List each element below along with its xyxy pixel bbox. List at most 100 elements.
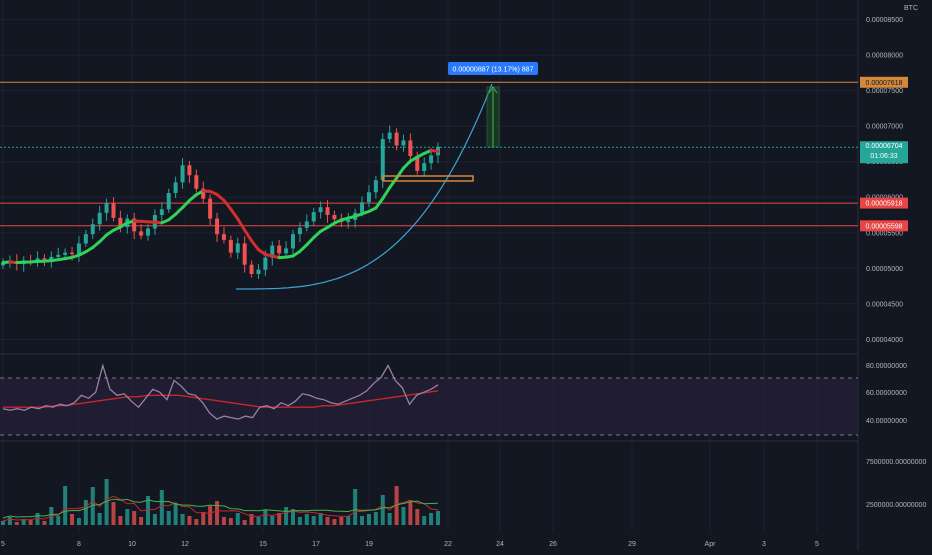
candle-body — [263, 258, 267, 270]
candle-body — [174, 182, 178, 193]
candle-body — [401, 140, 405, 145]
volume-bar — [339, 517, 343, 525]
time-label: 12 — [181, 541, 189, 548]
candle-body — [250, 265, 254, 274]
time-label: 26 — [549, 541, 557, 548]
volume-bar — [70, 514, 74, 525]
candle-body — [243, 243, 247, 264]
volume-bar — [353, 489, 357, 525]
price-label: 0.00007000 — [866, 124, 903, 131]
candle-body — [381, 139, 385, 180]
volume-bar — [153, 514, 157, 525]
ma-segment — [431, 150, 438, 151]
volume-bar — [118, 516, 122, 525]
volume-label-high: 7500000.00000000 — [866, 459, 926, 466]
price-label: 0.00007500 — [866, 88, 903, 95]
time-label: 24 — [496, 541, 504, 548]
volume-bar — [256, 517, 260, 525]
candle-body — [367, 192, 371, 202]
volume-bar — [415, 509, 419, 525]
volume-bar — [139, 517, 143, 525]
candle-body — [374, 180, 378, 192]
candle-body — [408, 140, 412, 156]
candle-body — [70, 253, 74, 254]
volume-bar — [360, 516, 364, 525]
volume-bar — [367, 514, 371, 525]
candle-body — [305, 221, 309, 227]
candle-body — [277, 246, 281, 254]
volume-label-low: 2500000.00000000 — [866, 502, 926, 509]
volume-bar — [77, 518, 81, 525]
volume-bar — [208, 506, 212, 525]
candle-body — [111, 203, 115, 218]
candle-body — [256, 270, 260, 274]
time-label: 5 — [1, 541, 5, 548]
candle-body — [298, 228, 302, 234]
volume-bar — [422, 516, 426, 525]
volume-bar — [132, 511, 136, 525]
volume-bar — [298, 517, 302, 525]
time-label: 3 — [762, 541, 766, 548]
volume-bar — [42, 521, 46, 525]
volume-bar — [15, 522, 19, 525]
candle-body — [229, 240, 233, 253]
volume-bar — [277, 513, 281, 525]
volume-bar — [111, 502, 115, 525]
volume-bar — [181, 514, 185, 525]
rsi-label-60: 60.00000000 — [866, 390, 907, 397]
volume-bar — [215, 501, 219, 525]
volume-bar — [270, 516, 274, 525]
price-label: 0.00005000 — [866, 266, 903, 273]
price-label: 0.00004500 — [866, 301, 903, 308]
countdown: 01:06:33 — [870, 153, 897, 160]
candle-body — [208, 199, 212, 219]
candle-body — [105, 203, 109, 213]
volume-bar — [312, 516, 316, 525]
candle-body — [139, 231, 143, 235]
candle-body — [160, 209, 164, 215]
volume-bar — [222, 517, 226, 525]
time-label: 22 — [444, 541, 452, 548]
rsi-band — [0, 378, 858, 435]
candle-body — [215, 219, 219, 235]
candle-body — [332, 215, 336, 219]
volume-bar — [125, 509, 129, 525]
candle-body — [194, 175, 198, 188]
candle-body — [395, 133, 399, 146]
volume-bar — [401, 507, 405, 525]
red-level-1-tag: 0.00005918 — [866, 201, 903, 208]
volume-bar — [56, 516, 60, 525]
candle-body — [291, 234, 295, 248]
volume-bar — [429, 513, 433, 525]
time-label: Apr — [705, 541, 717, 548]
price-label: 0.00008000 — [866, 53, 903, 60]
candle-body — [42, 258, 46, 259]
volume-bar — [326, 517, 330, 525]
volume-bar — [1, 521, 5, 525]
volume-bar — [29, 520, 33, 525]
volume-bar — [236, 513, 240, 525]
volume-bar — [160, 490, 164, 525]
candle-body — [284, 248, 288, 253]
volume-bar — [408, 500, 412, 525]
candle-body — [222, 234, 226, 240]
time-label: 19 — [365, 541, 373, 548]
price-label: 0.00008500 — [866, 17, 903, 24]
volume-bar — [84, 500, 88, 525]
candle-body — [167, 193, 171, 209]
candle-body — [77, 243, 81, 254]
price-label: 0.00004000 — [866, 337, 903, 344]
volume-bar — [174, 503, 178, 525]
volume-bar — [229, 518, 233, 525]
time-label: 17 — [312, 541, 320, 548]
volume-bar — [284, 507, 288, 525]
volume-bar — [98, 513, 102, 525]
volume-bar — [346, 516, 350, 525]
volume-bar — [8, 517, 12, 525]
candle-body — [319, 207, 323, 212]
candle-body — [91, 224, 95, 234]
red-level-2-tag: 0.00005598 — [866, 223, 903, 230]
candle-body — [98, 213, 102, 224]
